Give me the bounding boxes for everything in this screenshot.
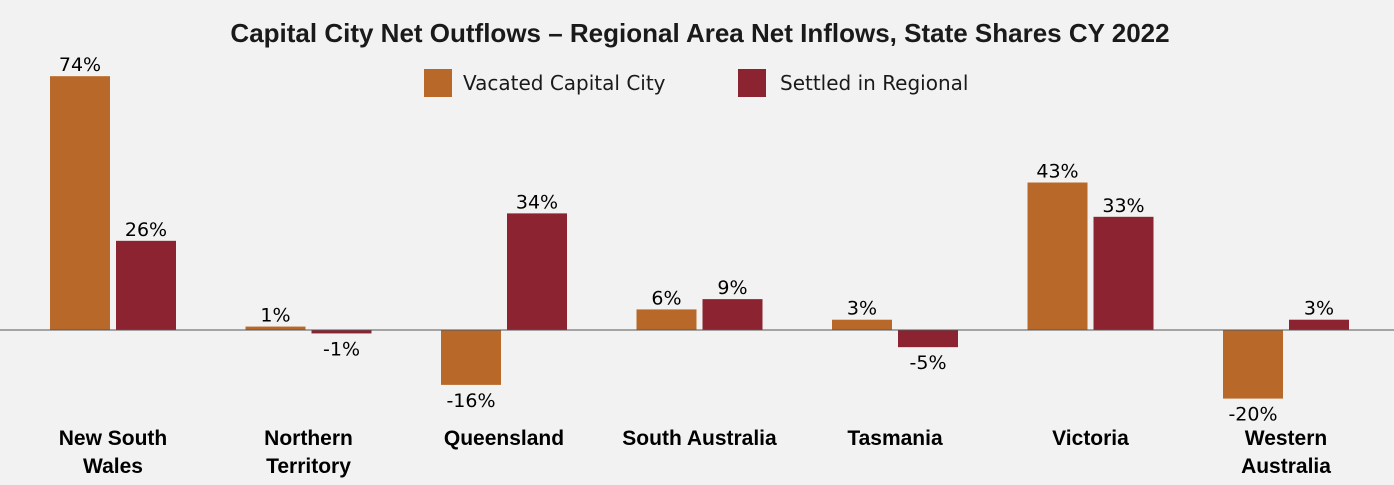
category-label-western-australia: Western Australia — [1241, 427, 1331, 478]
data-label-vacated-capital-city-south-australia: 6% — [651, 287, 681, 309]
bar-settled-in-regional-tasmania — [898, 330, 958, 348]
data-label-settled-in-regional-western-australia: 3% — [1304, 298, 1334, 320]
legend: Vacated Capital City Settled in Regional — [424, 69, 968, 97]
data-label-settled-in-regional-south-australia: 9% — [717, 277, 747, 299]
legend-swatch-vacated-capital-city — [424, 69, 452, 97]
category-label-northern-territory: Northern Territory — [264, 427, 353, 478]
bar-settled-in-regional-victoria — [1093, 216, 1154, 330]
legend-label-vacated-capital-city: Vacated Capital City — [463, 71, 666, 95]
bar-vacated-capital-city-south-australia — [636, 309, 697, 330]
bar-group — [50, 76, 1349, 399]
bar-vacated-capital-city-queensland — [441, 330, 501, 385]
data-label-vacated-capital-city-tasmania: 3% — [847, 298, 877, 320]
data-label-vacated-capital-city-northern-territory: 1% — [260, 305, 290, 327]
category-label-victoria: Victoria — [1052, 427, 1129, 450]
bar-settled-in-regional-south-australia — [702, 299, 763, 330]
chart-title: Capital City Net Outflows – Regional Are… — [230, 18, 1169, 48]
data-label-settled-in-regional-queensland: 34% — [516, 191, 558, 213]
bar-vacated-capital-city-western-australia — [1223, 330, 1283, 399]
bar-settled-in-regional-new-south-wales — [116, 240, 176, 330]
category-label-new-south-wales: New South Wales — [59, 427, 168, 478]
data-label-settled-in-regional-victoria: 33% — [1102, 195, 1144, 217]
data-label-vacated-capital-city-queensland: -16% — [446, 390, 495, 412]
bar-vacated-capital-city-new-south-wales — [50, 76, 110, 331]
legend-label-settled-in-regional: Settled in Regional — [780, 71, 968, 95]
category-label-south-australia: South Australia — [622, 427, 777, 450]
data-label-vacated-capital-city-western-australia: -20% — [1228, 404, 1277, 426]
data-label-group: 74% 26% 1% -1% -16% 34% 6% 9% 3% -5% 43% 33% -20% 3% — [59, 54, 1334, 425]
bar-settled-in-regional-queensland — [507, 213, 567, 330]
bar-settled-in-regional-western-australia — [1289, 319, 1349, 330]
data-label-vacated-capital-city-new-south-wales: 74% — [59, 54, 101, 76]
bar-settled-in-regional-northern-territory — [311, 330, 372, 334]
category-label-queensland: Queensland — [444, 427, 564, 450]
bar-vacated-capital-city-tasmania — [832, 319, 892, 330]
data-label-settled-in-regional-new-south-wales: 26% — [125, 219, 167, 241]
category-label-tasmania: Tasmania — [847, 427, 943, 450]
bar-vacated-capital-city-victoria — [1027, 182, 1088, 330]
data-label-settled-in-regional-tasmania: -5% — [910, 352, 947, 374]
data-label-settled-in-regional-northern-territory: -1% — [323, 338, 360, 360]
data-label-vacated-capital-city-victoria: 43% — [1036, 161, 1078, 183]
legend-swatch-settled-in-regional — [738, 69, 766, 97]
category-label-group: New South Wales Northern Territory Queenslan… — [59, 427, 1331, 478]
bar-vacated-capital-city-northern-territory — [245, 326, 306, 330]
